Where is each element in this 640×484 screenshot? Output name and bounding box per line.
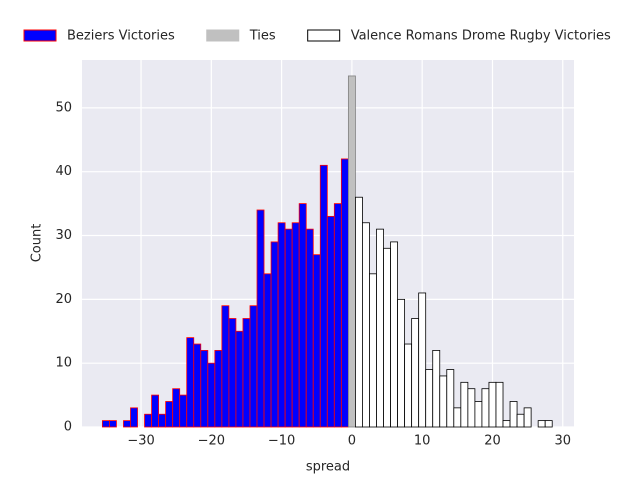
histogram-bar: [376, 228, 384, 428]
histogram-bar: [516, 413, 525, 428]
histogram-bar: [151, 394, 160, 428]
histogram-bar: [404, 343, 413, 428]
histogram-bar: [270, 241, 279, 428]
x-tick-label: −20: [198, 434, 225, 449]
histogram-bar: [242, 318, 251, 428]
histogram-bar: [312, 254, 321, 428]
x-axis-label: spread: [306, 460, 350, 475]
legend-swatch: [23, 29, 57, 42]
histogram-bar: [460, 381, 469, 428]
histogram-bar: [340, 158, 349, 428]
y-axis-label: Count: [30, 224, 45, 263]
histogram-bar: [432, 350, 441, 428]
histogram-bar: [425, 369, 434, 428]
histogram-bar: [390, 241, 398, 428]
histogram-bar: [326, 215, 335, 428]
histogram-bar: [144, 413, 152, 428]
y-tick-label: 50: [55, 100, 72, 115]
histogram-bar: [165, 401, 174, 428]
histogram-bar: [291, 222, 300, 428]
histogram-bar: [123, 420, 131, 428]
histogram-bar: [305, 228, 314, 428]
histogram-bar: [256, 209, 265, 428]
histogram-bar: [333, 203, 342, 428]
histogram-bar: [228, 318, 237, 428]
histogram-bar: [284, 228, 293, 428]
histogram-bar: [481, 388, 490, 428]
y-tick-label: 40: [55, 164, 72, 179]
histogram-bar: [101, 420, 110, 428]
histogram-bar: [158, 413, 167, 428]
histogram-bar: [298, 203, 307, 428]
y-tick-label: 10: [55, 356, 72, 371]
histogram-bar: [488, 381, 497, 428]
x-tick-label: 0: [348, 434, 356, 449]
histogram-bar: [172, 388, 181, 428]
histogram-bar: [109, 420, 117, 428]
y-tick-label: 20: [55, 292, 72, 307]
histogram-bar: [537, 420, 546, 428]
x-tick-label: −10: [268, 434, 295, 449]
histogram-bar: [411, 318, 420, 428]
y-tick-label: 30: [55, 228, 72, 243]
histogram-bar: [347, 75, 356, 428]
x-tick-label: 20: [484, 434, 501, 449]
histogram-bar: [235, 330, 244, 428]
histogram-bar: [446, 369, 455, 428]
histogram-bar: [200, 350, 209, 428]
histogram-bar: [418, 292, 427, 428]
histogram-bar: [263, 273, 272, 428]
histogram-bar: [397, 298, 406, 428]
histogram-bar: [495, 381, 504, 428]
histogram-bar: [523, 407, 532, 428]
histogram-bar: [509, 401, 518, 428]
histogram-bar: [355, 196, 363, 428]
y-tick-label: 0: [64, 420, 72, 435]
histogram-bar: [544, 420, 553, 428]
legend-label: Valence Romans Drome Rugby Victories: [351, 29, 611, 44]
histogram-bar: [221, 305, 230, 428]
histogram-bar: [249, 305, 258, 428]
histogram-bar: [179, 394, 188, 428]
legend-swatch: [307, 29, 341, 42]
histogram-bar: [193, 343, 202, 428]
histogram-bar: [383, 247, 391, 428]
histogram-bar: [186, 337, 195, 428]
histogram-bar: [362, 222, 370, 428]
histogram-bar: [453, 407, 462, 428]
histogram-bar: [439, 375, 448, 428]
x-tick-label: 30: [554, 434, 571, 449]
x-tick-label: 10: [414, 434, 431, 449]
histogram-bar: [214, 350, 223, 428]
x-tick-label: −30: [127, 434, 154, 449]
histogram-bar: [467, 388, 476, 428]
histogram-bar: [319, 164, 328, 428]
histogram-bar: [277, 222, 286, 428]
histogram-bar: [502, 420, 511, 428]
legend-label: Ties: [249, 29, 276, 44]
legend-label: Beziers Victories: [67, 29, 175, 44]
histogram-bar: [207, 362, 216, 428]
legend-swatch: [206, 29, 240, 42]
histogram-bar: [474, 401, 483, 428]
histogram-bar: [130, 407, 138, 428]
histogram-bar: [369, 273, 377, 428]
